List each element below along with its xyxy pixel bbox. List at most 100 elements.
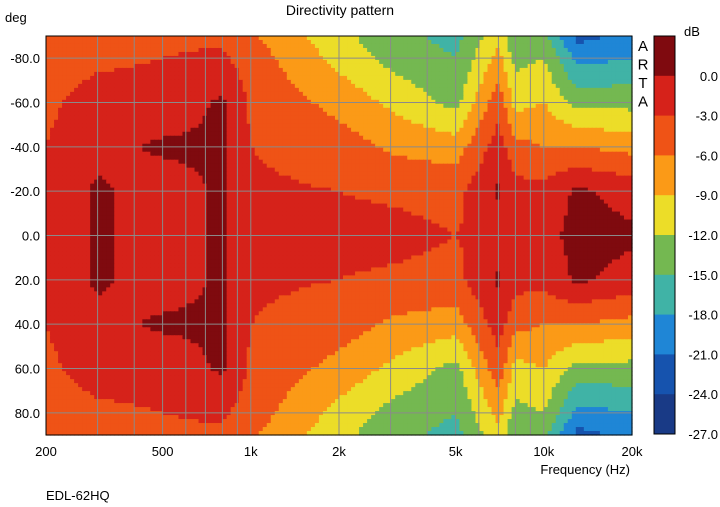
heatmap-cell <box>319 152 324 157</box>
heatmap-cell <box>295 128 300 133</box>
heatmap-cell <box>295 148 300 153</box>
heatmap-cell <box>616 164 621 169</box>
heatmap-cell <box>82 164 87 169</box>
heatmap-cell <box>407 128 412 133</box>
heatmap-cell <box>532 164 537 169</box>
heatmap-cell <box>383 168 388 173</box>
heatmap-cell <box>411 140 416 145</box>
heatmap-cell <box>463 148 468 153</box>
heatmap-cell <box>439 112 444 117</box>
heatmap-cell <box>267 132 272 137</box>
heatmap-cell <box>299 40 304 45</box>
heatmap-cell <box>347 84 352 89</box>
heatmap-cell <box>544 128 549 133</box>
heatmap-cell <box>323 40 328 45</box>
heatmap-cell <box>520 116 525 121</box>
heatmap-cell <box>500 92 505 97</box>
heatmap-cell <box>70 128 75 133</box>
heatmap-cell <box>443 148 448 153</box>
heatmap-cell <box>134 64 139 69</box>
heatmap-cell <box>548 80 553 85</box>
heatmap-cell <box>291 124 296 129</box>
heatmap-cell <box>552 92 557 97</box>
heatmap-cell <box>588 72 593 77</box>
heatmap-cell <box>70 48 75 53</box>
heatmap-cell <box>439 120 444 125</box>
heatmap-cell <box>110 76 115 81</box>
heatmap-cell <box>520 140 525 145</box>
heatmap-cell <box>548 124 553 129</box>
heatmap-cell <box>170 116 175 121</box>
heatmap-cell <box>552 104 557 109</box>
heatmap-cell <box>211 164 216 169</box>
heatmap-cell <box>66 108 71 113</box>
heatmap-cell <box>62 140 67 145</box>
heatmap-cell <box>271 144 276 149</box>
heatmap-cell <box>82 132 87 137</box>
heatmap-cell <box>516 72 521 77</box>
heatmap-cell <box>355 48 360 53</box>
heatmap-cell <box>600 132 605 137</box>
heatmap-cell <box>319 96 324 101</box>
heatmap-cell <box>106 52 111 57</box>
heatmap-cell <box>524 152 529 157</box>
heatmap-cell <box>379 132 384 137</box>
heatmap-cell <box>431 52 436 57</box>
heatmap-cell <box>267 140 272 145</box>
heatmap-cell <box>439 168 444 173</box>
heatmap-cell <box>624 164 629 169</box>
heatmap-cell <box>568 124 573 129</box>
heatmap-cell <box>251 136 256 141</box>
heatmap-cell <box>66 96 71 101</box>
heatmap-cell <box>263 88 268 93</box>
heatmap-cell <box>174 108 179 113</box>
heatmap-cell <box>544 104 549 109</box>
heatmap-cell <box>142 164 147 169</box>
heatmap-cell <box>243 148 248 153</box>
heatmap-cell <box>86 160 91 165</box>
heatmap-cell <box>106 160 111 165</box>
heatmap-cell <box>616 160 621 165</box>
heatmap-cell <box>211 68 216 73</box>
heatmap-cell <box>612 64 617 69</box>
heatmap-cell <box>355 88 360 93</box>
heatmap-cell <box>560 156 565 161</box>
heatmap-cell <box>435 132 440 137</box>
heatmap-cell <box>182 68 187 73</box>
heatmap-cell <box>383 64 388 69</box>
heatmap-cell <box>275 88 280 93</box>
heatmap-cell <box>66 104 71 109</box>
heatmap-cell <box>516 140 521 145</box>
heatmap-cell <box>431 64 436 69</box>
heatmap-cell <box>267 116 272 121</box>
heatmap-cell <box>576 92 581 97</box>
heatmap-cell <box>592 60 597 65</box>
heatmap-cell <box>403 124 408 129</box>
heatmap-cell <box>592 36 597 41</box>
heatmap-cell <box>231 72 236 77</box>
heatmap-cell <box>110 112 115 117</box>
heatmap-cell <box>443 164 448 169</box>
heatmap-cell <box>520 164 525 169</box>
heatmap-cell <box>379 112 384 117</box>
heatmap-cell <box>178 172 183 177</box>
heatmap-cell <box>231 124 236 129</box>
heatmap-cell <box>114 124 119 129</box>
heatmap-cell <box>347 36 352 41</box>
heatmap-cell <box>588 136 593 141</box>
heatmap-cell <box>243 132 248 137</box>
heatmap-cell <box>467 84 472 89</box>
heatmap-cell <box>443 136 448 141</box>
heatmap-cell <box>524 144 529 149</box>
heatmap-cell <box>90 60 95 65</box>
heatmap-cell <box>166 72 171 77</box>
heatmap-cell <box>467 96 472 101</box>
heatmap-cell <box>447 124 452 129</box>
heatmap-cell <box>616 116 621 121</box>
heatmap-cell <box>492 92 497 97</box>
heatmap-cell <box>516 124 521 129</box>
heatmap-cell <box>475 92 480 97</box>
heatmap-cell <box>186 144 191 149</box>
heatmap-cell <box>295 136 300 141</box>
heatmap-cell <box>203 60 208 65</box>
